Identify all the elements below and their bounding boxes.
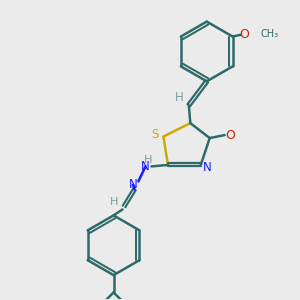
Text: O: O bbox=[239, 28, 249, 40]
Text: S: S bbox=[152, 128, 159, 141]
Text: H: H bbox=[144, 155, 153, 165]
Text: O: O bbox=[225, 129, 235, 142]
Text: N: N bbox=[203, 161, 212, 174]
Text: N: N bbox=[129, 178, 137, 191]
Text: H: H bbox=[175, 91, 184, 104]
Text: N: N bbox=[140, 160, 149, 173]
Text: CH₃: CH₃ bbox=[261, 29, 279, 39]
Text: H: H bbox=[110, 197, 118, 207]
